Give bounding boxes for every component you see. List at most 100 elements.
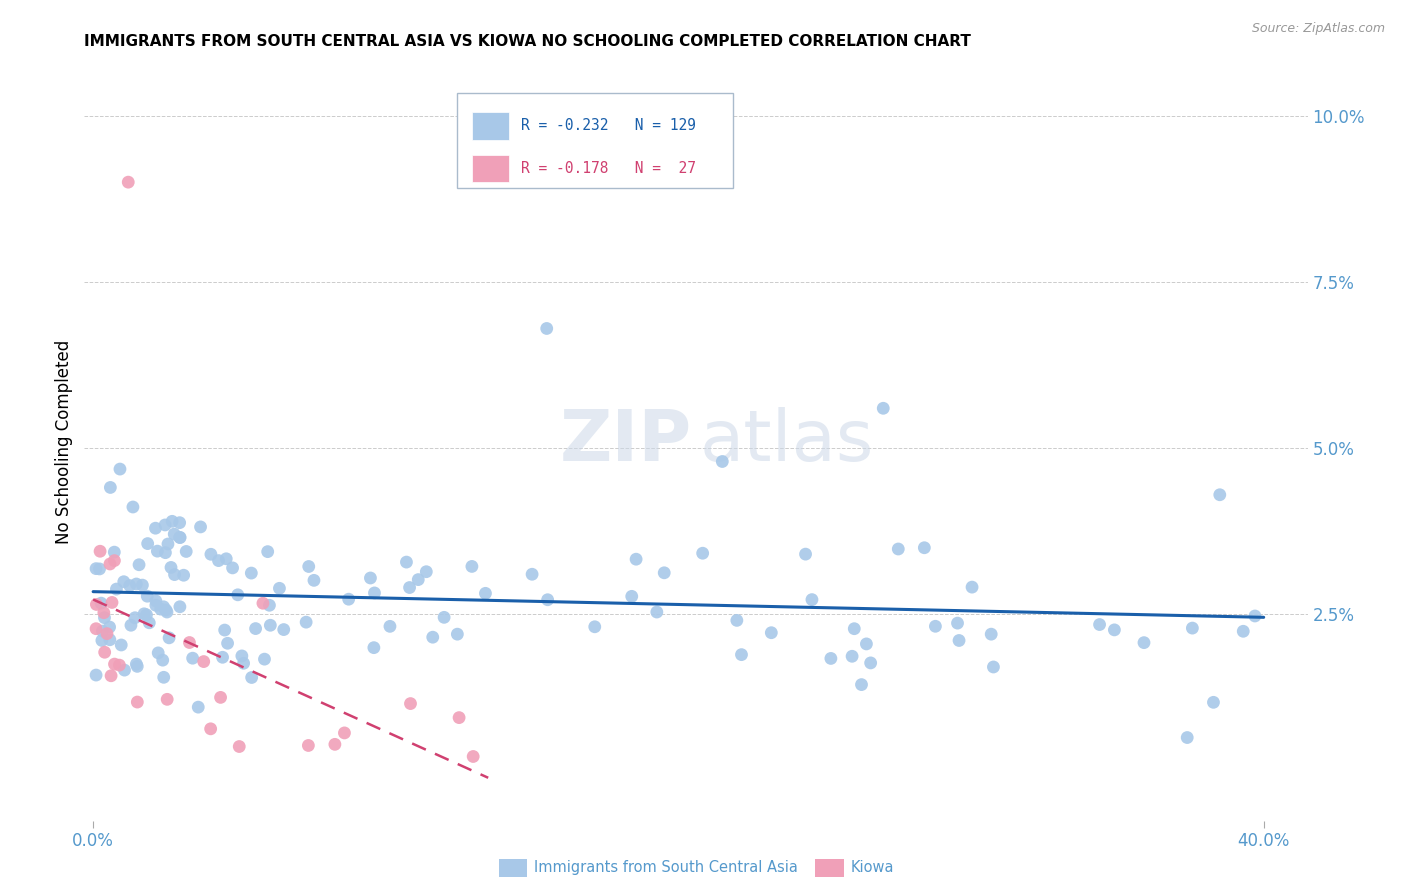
Point <box>323 737 346 751</box>
Point <box>359 571 381 585</box>
Point <box>110 638 132 652</box>
Point <box>136 536 159 550</box>
Point <box>152 670 174 684</box>
Point <box>841 649 863 664</box>
Point <box>537 592 560 607</box>
Point <box>253 652 276 666</box>
Point <box>1088 617 1111 632</box>
Point <box>761 625 783 640</box>
Point <box>135 607 157 622</box>
Point <box>980 627 1002 641</box>
Point <box>112 574 135 589</box>
Point <box>924 619 946 633</box>
Point <box>127 659 149 673</box>
Point <box>149 602 172 616</box>
Point <box>215 551 238 566</box>
Point <box>156 605 179 619</box>
Point <box>207 553 229 567</box>
Point <box>872 401 894 416</box>
Point <box>259 618 281 632</box>
Bar <box>472 112 509 139</box>
Point <box>145 599 167 613</box>
Point <box>103 545 125 559</box>
Point <box>89 544 111 558</box>
Text: IMMIGRANTS FROM SOUTH CENTRAL ASIA VS KIOWA NO SCHOOLING COMPLETED CORRELATION C: IMMIGRANTS FROM SOUTH CENTRAL ASIA VS KI… <box>84 34 972 49</box>
Point <box>98 620 121 634</box>
Point <box>117 175 139 189</box>
Point <box>1232 624 1254 639</box>
Point <box>800 592 823 607</box>
Point <box>855 637 877 651</box>
Point <box>181 651 204 665</box>
Point <box>122 500 145 514</box>
Point <box>179 635 201 649</box>
Point <box>136 589 159 603</box>
Point <box>228 739 250 754</box>
Point <box>163 567 186 582</box>
Point <box>302 574 325 588</box>
Point <box>152 653 174 667</box>
Point <box>297 739 319 753</box>
Point <box>725 613 748 627</box>
Point <box>231 648 253 663</box>
Point <box>449 711 471 725</box>
Point <box>1209 488 1232 502</box>
Point <box>169 531 191 545</box>
Point <box>173 568 195 582</box>
Point <box>378 619 401 633</box>
Point <box>125 577 148 591</box>
Point <box>422 630 444 644</box>
Point <box>1104 623 1126 637</box>
Point <box>98 557 121 571</box>
Point <box>620 590 643 604</box>
Point <box>948 633 970 648</box>
Point <box>108 462 131 476</box>
Point <box>259 599 281 613</box>
Point <box>91 624 114 638</box>
Text: R = -0.232   N = 129: R = -0.232 N = 129 <box>522 119 696 134</box>
Point <box>536 321 558 335</box>
Point <box>211 650 233 665</box>
Point <box>298 559 321 574</box>
Point <box>240 566 263 580</box>
Point <box>395 555 418 569</box>
Point <box>155 546 177 560</box>
Point <box>84 622 107 636</box>
Text: ZIP: ZIP <box>560 407 692 476</box>
Point <box>794 547 817 561</box>
Point <box>128 558 150 572</box>
Point <box>86 598 108 612</box>
Point <box>209 690 232 705</box>
Point <box>1244 609 1267 624</box>
Bar <box>472 155 509 182</box>
Point <box>1181 621 1204 635</box>
Point <box>461 559 484 574</box>
Point <box>463 749 485 764</box>
Point <box>93 606 115 620</box>
Point <box>474 586 496 600</box>
Point <box>983 660 1005 674</box>
Text: Immigrants from South Central Asia: Immigrants from South Central Asia <box>534 861 799 875</box>
Point <box>157 631 180 645</box>
Point <box>252 596 274 610</box>
Point <box>333 726 356 740</box>
Point <box>226 588 249 602</box>
Point <box>155 603 177 617</box>
Point <box>221 561 243 575</box>
Point <box>652 566 675 580</box>
Point <box>148 646 170 660</box>
Point <box>120 618 142 632</box>
Point <box>730 648 752 662</box>
Point <box>217 636 239 650</box>
Point <box>93 610 115 624</box>
Point <box>363 640 385 655</box>
Point <box>84 561 107 575</box>
Point <box>169 516 191 530</box>
Point <box>200 547 222 561</box>
Point <box>415 565 437 579</box>
Point <box>160 560 183 574</box>
Point <box>946 616 969 631</box>
Point <box>624 552 647 566</box>
Point <box>124 611 146 625</box>
Point <box>433 610 456 624</box>
